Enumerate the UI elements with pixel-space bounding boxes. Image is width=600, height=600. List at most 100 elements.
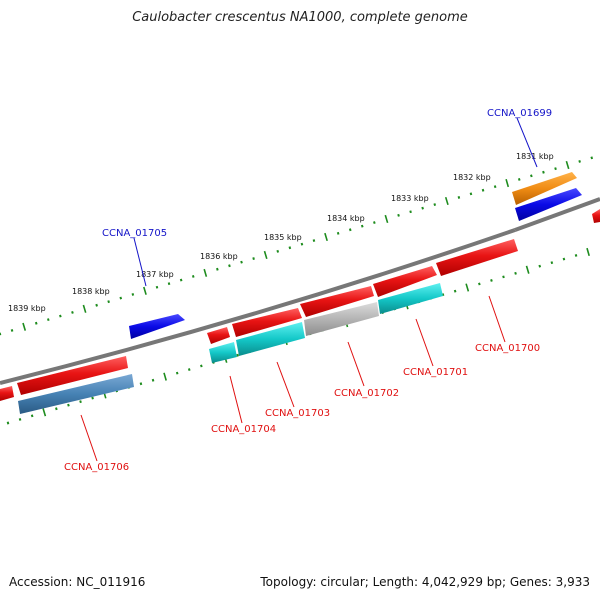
outer-ruler-major-tick: [505, 178, 510, 188]
rna-ccna-01702[interactable]: [304, 302, 379, 336]
gene-ccna-01705-arrow[interactable]: [129, 314, 185, 339]
inner-ruler-minor-tick: [67, 403, 70, 407]
outer-ruler-major-tick: [565, 160, 570, 170]
genome-backbone: [0, 228, 516, 385]
cds-right-edge[interactable]: [592, 209, 600, 223]
scale-label-1833: 1833 kbp: [391, 194, 429, 203]
outer-ruler-minor-tick: [590, 156, 594, 160]
rna-ccna-01706[interactable]: [18, 374, 134, 414]
inner-ruler-minor-tick: [490, 279, 493, 282]
scale-label-1837: 1837 kbp: [136, 270, 174, 279]
label-ccna-01706[interactable]: CCNA_01706: [64, 462, 129, 473]
outer-ruler-minor-tick: [336, 231, 340, 235]
outer-ruler-minor-tick: [360, 224, 364, 228]
inner-ruler-minor-tick: [30, 414, 34, 418]
cds-ccna-01706[interactable]: [17, 356, 128, 395]
outer-ruler-minor-tick: [10, 329, 14, 332]
scale-label-1839: 1839 kbp: [8, 304, 46, 313]
leader-ccna-01703: [276, 361, 295, 408]
outer-ruler-minor-tick: [457, 196, 461, 199]
outer-ruler-major-tick: [384, 214, 389, 224]
outer-ruler-minor-tick: [312, 239, 316, 242]
cds-ccna-01703[interactable]: [232, 308, 302, 337]
label-ccna-01702[interactable]: CCNA_01702: [334, 388, 399, 399]
label-ccna-01701[interactable]: CCNA_01701: [403, 367, 468, 378]
outer-ruler-minor-tick: [59, 314, 62, 318]
leader-ccna-01699: [516, 117, 538, 168]
inner-ruler-minor-tick: [18, 418, 22, 421]
outer-ruler-minor-tick: [554, 167, 557, 171]
gene-ccna-01699-arrow[interactable]: [512, 172, 577, 205]
label-ccna-01705[interactable]: CCNA_01705: [102, 228, 167, 239]
cds-ccna-01702[interactable]: [300, 286, 374, 317]
inner-ruler-minor-tick: [139, 382, 143, 386]
outer-ruler-minor-tick: [493, 185, 497, 189]
cds-ccna-01704[interactable]: [207, 327, 230, 344]
inner-ruler-major-tick: [525, 265, 530, 274]
inner-ruler-minor-tick: [6, 421, 10, 425]
outer-ruler-minor-tick: [300, 242, 304, 246]
rna-ccna-01703[interactable]: [236, 322, 305, 356]
scale-label-1836: 1836 kbp: [200, 252, 238, 261]
inner-ruler-minor-tick: [200, 364, 203, 368]
label-ccna-01704[interactable]: CCNA_01704: [211, 424, 276, 435]
outer-ruler-minor-tick: [47, 318, 50, 322]
cds-ccna-01700[interactable]: [436, 239, 518, 276]
outer-ruler-major-tick: [444, 196, 449, 206]
outer-ruler-minor-tick: [421, 206, 424, 210]
leader-ccna-01702: [347, 341, 365, 387]
accession-text: Accession: NC_011916: [9, 575, 146, 589]
outer-ruler-minor-tick: [517, 178, 521, 181]
leader-ccna-01700: [488, 295, 506, 343]
outer-ruler-minor-tick: [252, 257, 255, 260]
inner-ruler-minor-tick: [453, 289, 457, 293]
scale-label-1835: 1835 kbp: [264, 233, 302, 242]
inner-ruler-minor-tick: [91, 396, 94, 400]
cds-left-edge[interactable]: [0, 386, 14, 401]
inner-ruler-minor-tick: [574, 254, 578, 257]
scale-ruler-outer: [0, 156, 594, 336]
outer-ruler-minor-tick: [167, 282, 171, 286]
outer-ruler-minor-tick: [34, 321, 38, 325]
outer-ruler-minor-tick: [71, 311, 74, 314]
topology-text: Topology: circular; Length: 4,042,929 bp…: [260, 575, 590, 589]
label-ccna-01703[interactable]: CCNA_01703: [265, 408, 330, 419]
cds-ccna-01701[interactable]: [373, 266, 437, 297]
inner-ruler-minor-tick: [55, 407, 58, 411]
outer-ruler-minor-tick: [348, 228, 352, 232]
outer-ruler-minor-tick: [469, 192, 473, 196]
inner-ruler-major-tick: [163, 372, 167, 381]
inner-ruler-minor-tick: [236, 353, 239, 357]
outer-ruler-minor-tick: [578, 160, 581, 163]
inner-ruler-minor-tick: [175, 371, 179, 375]
outer-ruler-major-tick: [22, 322, 27, 331]
outer-ruler-minor-tick: [155, 285, 159, 289]
leader-ccna-01706: [80, 414, 98, 462]
inner-ruler-minor-tick: [441, 293, 445, 297]
outer-ruler-minor-tick: [216, 267, 219, 271]
outer-ruler-minor-tick: [276, 249, 280, 253]
outer-ruler-minor-tick: [131, 293, 135, 296]
outer-ruler-minor-tick: [433, 203, 437, 206]
outer-ruler-minor-tick: [373, 221, 376, 224]
scale-label-1831: 1831 kbp: [516, 152, 554, 161]
leader-ccna-01704: [229, 375, 243, 424]
outer-ruler-major-tick: [203, 268, 208, 277]
outer-ruler-major-tick: [143, 286, 147, 295]
inner-ruler-major-tick: [465, 283, 470, 292]
gene-ccna-01699-blue-arrow[interactable]: [515, 188, 582, 221]
rna-ccna-01701[interactable]: [378, 283, 443, 314]
label-ccna-01699[interactable]: CCNA_01699: [487, 108, 552, 119]
outer-ruler-minor-tick: [288, 246, 292, 250]
outer-ruler-minor-tick: [542, 170, 545, 174]
inner-ruler-minor-tick: [79, 400, 82, 404]
label-ccna-01700[interactable]: CCNA_01700: [475, 343, 540, 354]
inner-ruler-major-tick: [42, 408, 47, 417]
outer-ruler-major-tick: [82, 304, 87, 313]
genome-backbone-tail: [514, 197, 600, 232]
leader-ccna-01705: [133, 237, 147, 287]
rna-ccna-01704[interactable]: [209, 342, 237, 363]
outer-ruler-major-tick: [324, 232, 328, 242]
inner-ruler-minor-tick: [187, 368, 191, 371]
